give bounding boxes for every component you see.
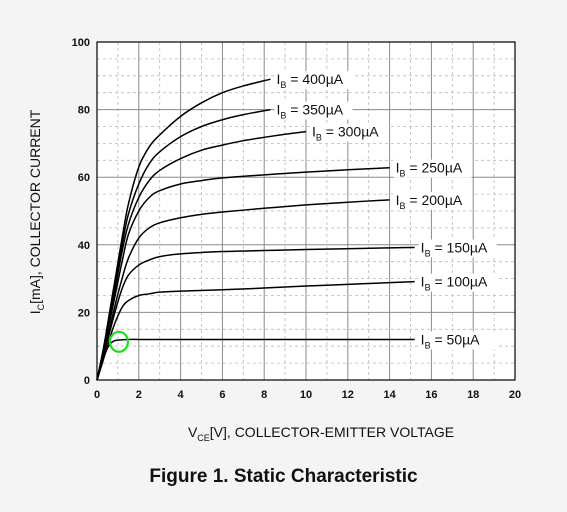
curve-label: IB = 400µA: [276, 71, 343, 90]
curve-label-rest: = 400µA: [286, 71, 343, 87]
curve-label-main: I: [312, 124, 316, 140]
curve-label-sub: B: [280, 111, 286, 121]
highlight-circle: [108, 330, 130, 353]
curve-label-main: I: [421, 240, 425, 256]
y-tick-label: 0: [84, 375, 90, 387]
x-tick-label: 4: [178, 389, 185, 401]
x-tick-label: 14: [383, 389, 396, 401]
curve-label-sub: B: [399, 169, 405, 179]
y-axis-title-sub: C: [36, 303, 46, 310]
curve-label-main: I: [276, 71, 280, 87]
curve-ib-200ua: [96, 199, 390, 381]
figure-caption: Figure 1. Static Characteristic: [149, 466, 418, 487]
x-tick-label: 20: [509, 389, 521, 401]
curve-label-main: I: [396, 192, 400, 208]
curve-label-rest: = 200µA: [406, 192, 463, 208]
curve-label-main: I: [396, 160, 400, 176]
x-tick-label: 12: [342, 389, 354, 401]
curve-label-rest: = 150µA: [431, 240, 488, 256]
plot-frame: [96, 41, 516, 381]
curve-label-rest: = 300µA: [322, 124, 379, 140]
curve-label-rest: = 50µA: [431, 331, 481, 347]
curve-label: IB = 350µA: [276, 102, 343, 121]
x-tick-label: 18: [467, 389, 479, 401]
curve-label-sub: B: [425, 249, 431, 259]
curve-label-background: [393, 159, 472, 178]
curve-ib-150ua: [96, 246, 415, 381]
curve-label-sub: B: [399, 201, 405, 211]
curve-label-background: [274, 71, 353, 90]
curve-label-sub: B: [425, 340, 431, 350]
curve-label-rest: = 250µA: [406, 160, 463, 176]
curve-label-background: [418, 239, 497, 258]
x-axis-title-sub: CE: [197, 433, 210, 443]
curve-ib-400ua: [96, 78, 271, 381]
y-tick-label: 100: [72, 37, 90, 49]
y-tick-label: 20: [78, 307, 90, 319]
curve-label-main: I: [421, 274, 425, 290]
x-tick-label: 8: [261, 389, 267, 401]
curve-label-background: [310, 123, 388, 142]
curve-ib-250ua: [96, 166, 390, 381]
tick-labels: 0 2 4 6 8 10 12 14 16 18 20 0 20 40 60 80 100: [72, 37, 521, 401]
curve-label-sub: B: [280, 80, 286, 90]
curve-label-main: I: [276, 102, 280, 118]
curve-label-main: I: [421, 331, 425, 347]
curve-label-sub: B: [425, 283, 431, 293]
x-axis-title: VCE[V], COLLECTOR-EMITTER VOLTAGE: [188, 424, 454, 443]
curve-label-background: [274, 101, 353, 120]
curve-label-rest: = 350µA: [286, 102, 343, 118]
curve-label-background: [393, 191, 472, 210]
y-tick-label: 80: [78, 105, 90, 117]
y-axis-title-rest: [mA], COLLECTOR CURRENT: [27, 109, 43, 304]
y-axis-title: IC[mA], COLLECTOR CURRENT: [27, 109, 46, 314]
x-tick-label: 16: [425, 389, 437, 401]
curve-label: IB = 150µA: [421, 240, 488, 259]
curve-label-sub: B: [316, 133, 322, 143]
y-tick-label: 60: [78, 172, 90, 184]
curve-label: IB = 50µA: [421, 331, 481, 350]
x-axis-title-rest: [V], COLLECTOR-EMITTER VOLTAGE: [210, 424, 454, 440]
curves: [96, 78, 415, 381]
x-tick-label: 6: [219, 389, 225, 401]
x-tick-label: 0: [94, 389, 100, 401]
curve-label: IB = 200µA: [396, 192, 463, 211]
x-axis-title-main: V: [188, 424, 198, 440]
y-axis-title-main: I: [27, 310, 43, 314]
x-tick-label: 10: [300, 389, 312, 401]
grid: [97, 42, 515, 380]
curve-label-rest: = 100µA: [431, 274, 488, 290]
curve-label: IB = 300µA: [312, 124, 379, 143]
y-tick-label: 40: [78, 240, 90, 252]
curve-label: IB = 100µA: [421, 274, 488, 293]
curve-label-background: [418, 273, 497, 292]
curve-ib-100ua: [96, 280, 415, 381]
x-tick-label: 2: [136, 389, 142, 401]
curve-label: IB = 250µA: [396, 160, 463, 179]
curve-label-background: [418, 331, 497, 350]
